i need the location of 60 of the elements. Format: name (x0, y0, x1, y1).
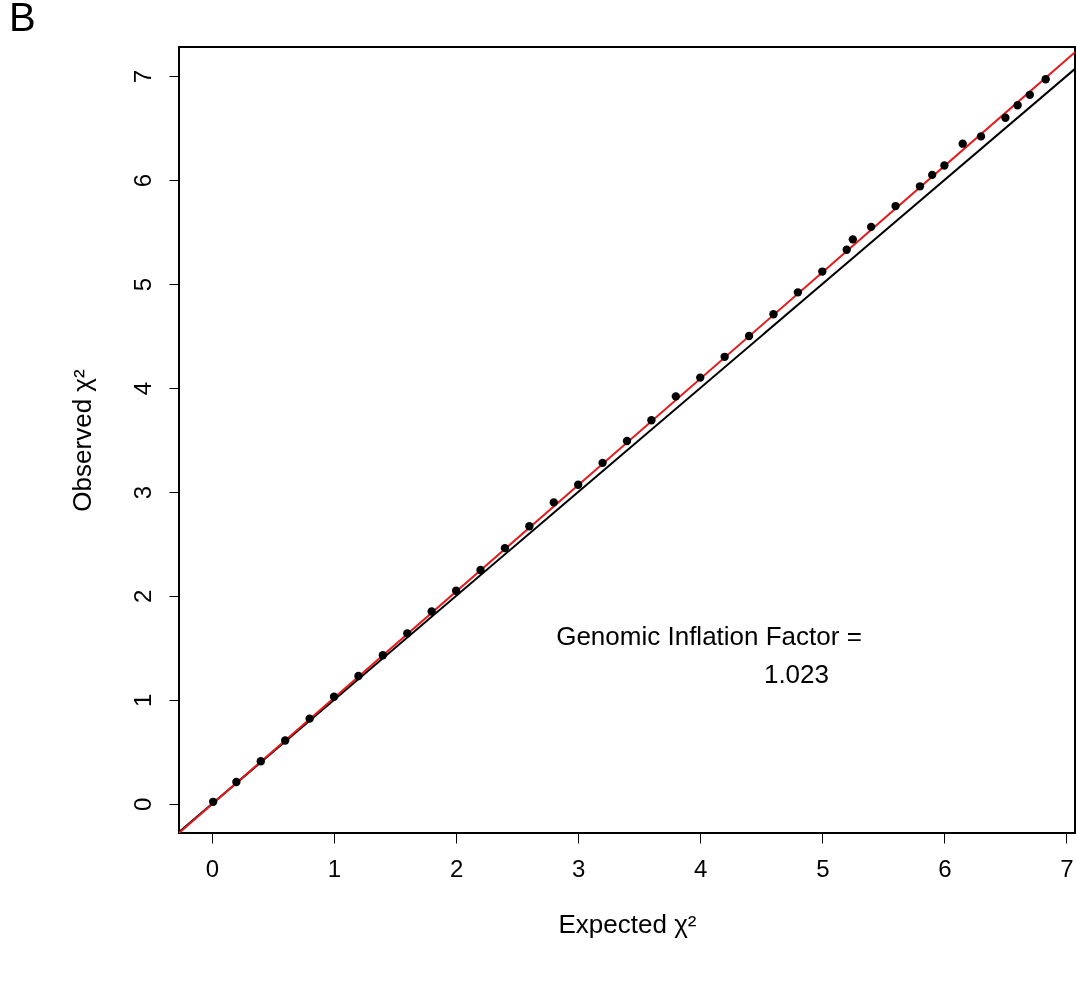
y-tick-label: 5 (128, 277, 156, 292)
y-tick-label: 7 (128, 69, 156, 84)
point (769, 310, 778, 319)
point (915, 182, 925, 191)
annotation: 1.023 (763, 659, 829, 689)
point (647, 416, 656, 425)
x-tick-label: 0 (205, 854, 220, 882)
point (866, 222, 876, 232)
y-tick-label: 4 (128, 381, 156, 396)
point (378, 651, 388, 660)
point (842, 245, 851, 254)
point (403, 629, 412, 638)
point (976, 132, 986, 141)
x-tick-label: 5 (816, 854, 830, 882)
point (1025, 90, 1035, 99)
y-tick-label: 3 (128, 485, 156, 500)
x-tick-label: 4 (694, 854, 708, 882)
point (427, 607, 436, 616)
point (209, 797, 218, 806)
point (500, 543, 510, 553)
annotation: Genomic Inflation Factor = (556, 621, 862, 651)
y-tick-label: 2 (128, 589, 156, 604)
point (891, 201, 900, 211)
x-tick-label: 1 (327, 854, 342, 882)
point (848, 235, 858, 244)
y-tick-label: 6 (128, 173, 156, 188)
point (329, 692, 339, 701)
point (720, 352, 729, 361)
point (1001, 113, 1010, 122)
point (305, 714, 314, 723)
point (793, 288, 803, 297)
point (671, 392, 681, 401)
x-tick-label: 6 (938, 854, 952, 882)
x-tick-label: 7 (1060, 854, 1074, 882)
point (256, 757, 265, 766)
point (1041, 75, 1050, 84)
point (598, 458, 607, 468)
point (1013, 101, 1022, 110)
point (451, 586, 461, 595)
point (818, 267, 827, 276)
y-tick-label: 1 (128, 693, 156, 708)
x-axis-title: Expected χ² (558, 908, 697, 939)
point (696, 373, 705, 382)
point (927, 170, 937, 180)
y-axis-title: Observed χ² (66, 369, 97, 512)
point (573, 480, 583, 489)
point (476, 565, 485, 575)
text: B (9, 0, 36, 39)
point (232, 777, 241, 787)
point (525, 522, 534, 531)
point (744, 331, 754, 341)
point (354, 671, 363, 681)
point (281, 736, 290, 745)
point (622, 436, 632, 446)
point (549, 498, 558, 507)
x-tick-label: 3 (571, 854, 586, 882)
y-tick-label: 0 (128, 797, 156, 812)
point (958, 139, 967, 148)
point (940, 161, 949, 170)
x-tick-label: 2 (449, 854, 464, 882)
